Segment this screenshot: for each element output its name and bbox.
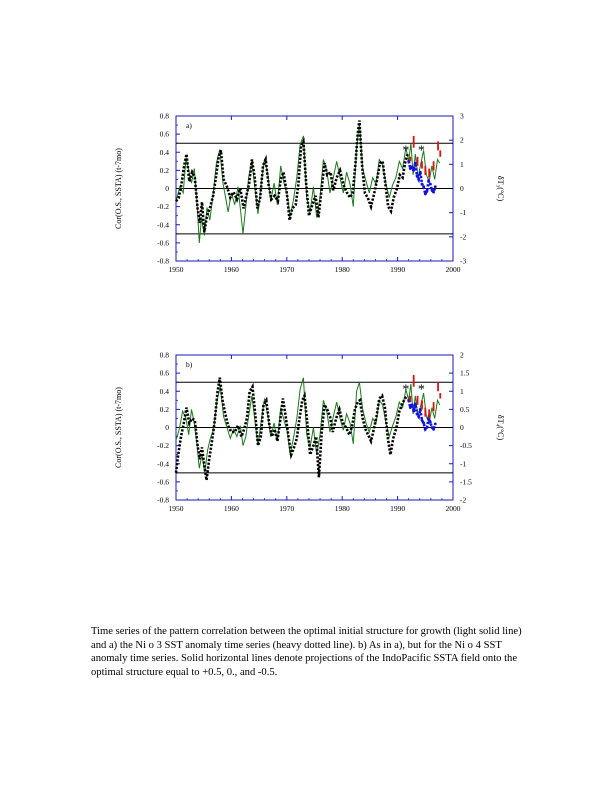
panel-b-ytick-label-left: -0.8 bbox=[157, 496, 169, 505]
panel-b-xtick-label: 1970 bbox=[279, 504, 294, 513]
panel-b-blue-point bbox=[428, 420, 432, 424]
panel-b-sst-series-line bbox=[174, 377, 409, 481]
panel-a-xtick-label: 2000 bbox=[446, 265, 461, 274]
panel-b-blue-point bbox=[407, 398, 411, 402]
panel-a-ytick-label-right: 0 bbox=[460, 184, 464, 193]
panel-a-blue-point bbox=[412, 168, 416, 172]
panel-b-blue-point bbox=[418, 407, 422, 411]
panel-b-xtick-label: 1950 bbox=[169, 504, 184, 513]
panel-b-xtick-label: 1960 bbox=[224, 504, 239, 513]
panel-a-blue-point bbox=[420, 182, 424, 186]
panel-b-blue-point bbox=[423, 427, 427, 431]
panel-b-ytick-label-right: 1 bbox=[460, 387, 464, 396]
panel-a-ytick-label-left: -0.4 bbox=[157, 220, 169, 229]
panel-a-ytick-label-left: 0.8 bbox=[160, 112, 170, 121]
panel-b-blue-point bbox=[420, 418, 424, 422]
panel-a-asterisk-marker: * bbox=[402, 144, 409, 159]
panel-a-ytick-label-left: -0.6 bbox=[157, 238, 169, 247]
panel-b-ytick-label-left: -0.2 bbox=[157, 441, 169, 450]
panel-a-correlation-series-line bbox=[175, 123, 441, 243]
panel-a-xtick-label: 1950 bbox=[169, 265, 184, 274]
panel-b-blue-point bbox=[408, 406, 412, 409]
panel-a-ytick-label-right: 2 bbox=[460, 136, 464, 145]
panel-b-ytick-label-right: 0 bbox=[460, 423, 464, 432]
panel-a-panel-label: a) bbox=[186, 121, 192, 130]
panel-a-blue-point bbox=[422, 185, 426, 189]
panel-a-blue-point bbox=[423, 192, 427, 196]
panel-a-xtick-label: 1980 bbox=[335, 265, 350, 274]
panel-b-blue-point bbox=[432, 427, 436, 431]
panel-a-ytick-label-right: 1 bbox=[460, 160, 464, 169]
panel-b-correlation-series-line bbox=[175, 377, 441, 473]
panel-a-xtick-label: 1960 bbox=[224, 265, 239, 274]
panel-a-xtick-label: 1970 bbox=[279, 265, 294, 274]
panel-a-ytick-label-right: -3 bbox=[460, 257, 466, 266]
panel-a-blue-point bbox=[425, 189, 429, 193]
panel-b-blue-point bbox=[430, 426, 434, 429]
panel-b-ytick-label-left: -0.6 bbox=[157, 477, 169, 486]
panel-b-asterisk-marker: * bbox=[402, 383, 409, 398]
panel-b-xtick-label: 2000 bbox=[446, 504, 461, 513]
panel-a-blue-point bbox=[407, 159, 411, 163]
panel-b-xtick-label: 1990 bbox=[390, 504, 405, 513]
panel-b-ytick-label-right: -0.5 bbox=[460, 441, 472, 450]
panel-b-ytick-label-left: 0 bbox=[165, 423, 169, 432]
panel-a-blue-point bbox=[418, 170, 422, 174]
panel-a-blue-point bbox=[410, 165, 414, 169]
panel-a-blue-point bbox=[433, 185, 437, 189]
panel-b-ytick-label-right: -1 bbox=[460, 459, 466, 468]
panel-a-blue-point bbox=[413, 161, 417, 165]
panel-a-ytick-label-right: 3 bbox=[460, 112, 464, 121]
panel-a-blue-point bbox=[408, 167, 412, 170]
panel-a-ylabel-left: Cor(O.S., SSTA) (t-7mo) bbox=[114, 148, 123, 229]
panel-b-blue-point bbox=[410, 403, 414, 407]
panel-a-blue-point bbox=[432, 190, 436, 194]
panel-a-ytick-label-left: 0.2 bbox=[160, 166, 170, 175]
panel-a-sst-series-line bbox=[174, 120, 409, 233]
panel-b-blue-point bbox=[422, 421, 426, 425]
panel-b-blue-point bbox=[415, 412, 419, 416]
panel-a-ytick-label-right: -1 bbox=[460, 208, 466, 217]
panel-b-blue-point bbox=[412, 409, 416, 413]
panel-b-ytick-label-left: 0.4 bbox=[160, 387, 170, 396]
panel-a-ytick-label-left: 0.4 bbox=[160, 148, 170, 157]
panel-b-ytick-label-left: 0.6 bbox=[160, 369, 170, 378]
panel-a-asterisk-marker: * bbox=[418, 144, 425, 159]
panel-b-blue-series-line bbox=[407, 400, 437, 432]
panel-b-ytick-label-left: 0.2 bbox=[160, 405, 170, 414]
panel-a-blue-point bbox=[428, 182, 432, 186]
panel-b-ytick-label-left: 0.8 bbox=[160, 351, 170, 360]
panel-a-ytick-label-left: -0.2 bbox=[157, 202, 169, 211]
panel-b-ytick-label-left: -0.4 bbox=[157, 459, 169, 468]
panel-b-ytick-label-right: 1.5 bbox=[460, 369, 470, 378]
panel-a-ytick-label-left: 0.6 bbox=[160, 130, 170, 139]
panel-a-ylabel-right: δT₃(°C) bbox=[496, 176, 505, 202]
panel-a-blue-point bbox=[417, 178, 421, 181]
panel-b-ytick-label-right: -1.5 bbox=[460, 477, 472, 486]
panel-b-ytick-label-right: -2 bbox=[460, 496, 466, 505]
panel-b-ylabel-left: Cor(O.S., SSTA) (t-7mo) bbox=[114, 387, 123, 468]
panel-a-xtick-label: 1990 bbox=[390, 265, 405, 274]
panel-a-blue-point bbox=[427, 179, 431, 183]
panel-b-panel-label: b) bbox=[186, 360, 193, 369]
panel-b-blue-point bbox=[425, 426, 429, 429]
panel-b-asterisk-marker: * bbox=[418, 383, 425, 398]
panel-b-ytick-label-right: 2 bbox=[460, 351, 464, 360]
panel-b-xtick-label: 1980 bbox=[335, 504, 350, 513]
figure-caption: Time series of the pattern correlation b… bbox=[91, 626, 522, 678]
panel-b-ylabel-right: δT₄(°C) bbox=[496, 415, 505, 441]
panel-a-ytick-label-left: -0.8 bbox=[157, 257, 169, 266]
panel-b-blue-point bbox=[433, 422, 437, 426]
panel-a-blue-point bbox=[415, 174, 419, 178]
panel-b-ytick-label-right: 0.5 bbox=[460, 405, 470, 414]
panel-a-blue-point bbox=[430, 188, 434, 192]
panel-b-blue-point bbox=[413, 402, 417, 406]
panel-a-ytick-label-left: 0 bbox=[165, 184, 169, 193]
panel-b-blue-point bbox=[417, 415, 421, 419]
panel-a-ytick-label-right: -2 bbox=[460, 232, 466, 241]
